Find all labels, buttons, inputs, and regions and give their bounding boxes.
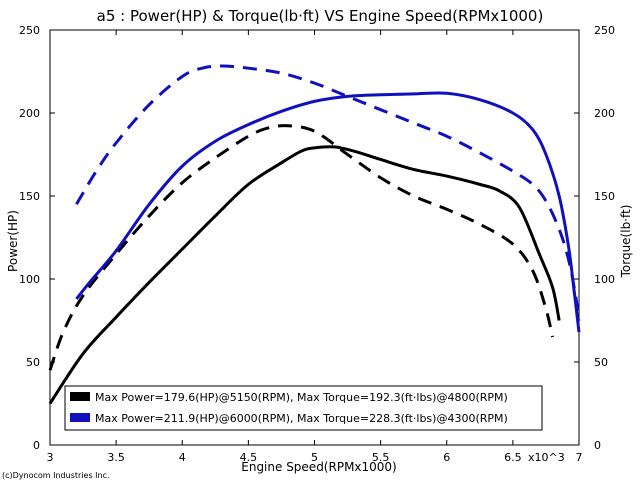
x-tick-label: 3.5 [107, 451, 125, 464]
legend-box [64, 385, 543, 431]
legend-swatch-0 [70, 392, 90, 401]
y-tick-label-left: 200 [19, 107, 40, 120]
series-lines [48, 64, 581, 405]
power-line-0 [48, 145, 561, 405]
x-tick-label: 5.5 [372, 451, 390, 464]
chart-title: a5 : Power(HP) & Torque(lb·ft) VS Engine… [97, 7, 544, 25]
legend: Max Power=179.6(HP)@5150(RPM), Max Torqu… [64, 385, 543, 431]
x-axis-label: Engine Speed(RPMx1000) [241, 460, 397, 474]
y-tick-label-left: 150 [19, 190, 40, 203]
x-tick-label: 7 [576, 451, 583, 464]
x-tick-label: 6.5 [504, 451, 522, 464]
y-tick-label-right: 250 [594, 24, 615, 37]
copyright-text: (c)Dynocom Industries Inc. [2, 471, 110, 480]
x-tick-label: 4.5 [240, 451, 258, 464]
y-tick-label-right: 50 [594, 356, 608, 369]
x-tick-label: 3 [47, 451, 54, 464]
x-tick-label: 4 [179, 451, 186, 464]
y-tick-label-left: 100 [19, 273, 40, 286]
y-axis-left-ticks: 0 50 100 150 200 250 [19, 24, 55, 452]
y-tick-label-right: 200 [594, 107, 615, 120]
legend-swatch-1 [70, 413, 90, 422]
torque-line-1 [75, 64, 581, 321]
y-tick-label-right: 0 [594, 439, 601, 452]
y-axis-left-label: Power(HP) [6, 210, 20, 272]
x-tick-label: 5 [311, 451, 318, 464]
y-tick-label-right: 100 [594, 273, 615, 286]
x-tick-label: 6 [443, 451, 450, 464]
y-tick-label-left: 250 [19, 24, 40, 37]
torque-line-0 [48, 124, 555, 371]
plot-frame [49, 29, 580, 446]
power-line-1 [75, 91, 581, 333]
y-axis-right-label: Torque(lb·ft) [619, 205, 633, 279]
x-axis-multiplier-label: x10^3 [528, 451, 565, 464]
x-axis-ticks: 3 3.5 4 4.5 5 5.5 6 6.5 7 [47, 30, 583, 464]
y-tick-label-right: 150 [594, 190, 615, 203]
y-axis-right-ticks: 0 50 100 150 200 250 [574, 24, 615, 452]
legend-entry-0: Max Power=179.6(HP)@5150(RPM), Max Torqu… [95, 391, 508, 404]
legend-entry-1: Max Power=211.9(HP)@6000(RPM), Max Torqu… [95, 412, 508, 425]
y-tick-label-left: 50 [26, 356, 40, 369]
y-tick-label-left: 0 [33, 439, 40, 452]
